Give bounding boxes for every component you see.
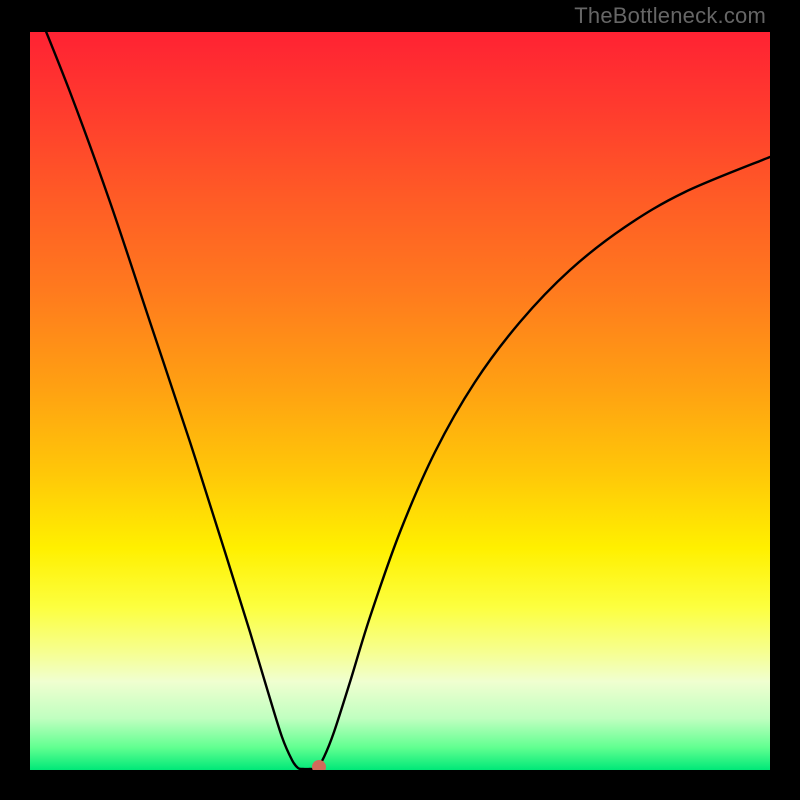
optimum-marker bbox=[312, 760, 326, 770]
plot-area bbox=[30, 32, 770, 770]
bottleneck-curve bbox=[30, 32, 770, 769]
watermark-label: TheBottleneck.com bbox=[574, 3, 766, 28]
watermark-text: TheBottleneck.com bbox=[574, 3, 766, 29]
curve-layer bbox=[30, 32, 770, 770]
